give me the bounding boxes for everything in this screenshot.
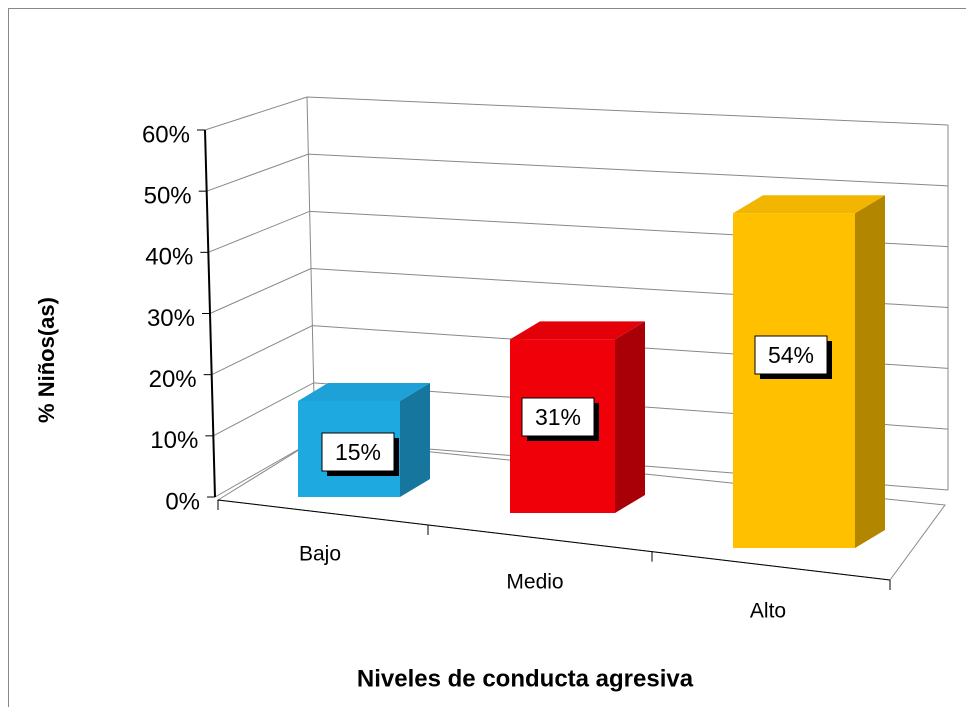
- y-tick-label: 50%: [144, 183, 192, 210]
- y-tick-label: 0%: [165, 488, 200, 515]
- x-axis-title: Niveles de conducta agresiva: [357, 665, 694, 692]
- bar-side: [615, 321, 645, 513]
- y-tick-label: 40%: [145, 244, 193, 271]
- data-label: 31%: [535, 404, 581, 430]
- bar-top: [733, 195, 885, 214]
- bar: [733, 213, 855, 548]
- y-tick-label: 30%: [147, 305, 195, 332]
- data-label: 15%: [335, 439, 381, 465]
- x-tick-label: Bajo: [299, 543, 341, 566]
- bar-top: [298, 383, 430, 401]
- bar-top: [510, 321, 645, 340]
- y-axis: [204, 129, 216, 498]
- y-tick-label: 60%: [142, 121, 190, 148]
- bar-side: [400, 383, 430, 497]
- x-tick-label: Alto: [750, 600, 786, 623]
- y-tick-label: 10%: [150, 427, 198, 454]
- y-axis-title: % Niños(as): [34, 297, 59, 423]
- grid-line: [206, 153, 949, 192]
- data-label: 54%: [768, 342, 814, 368]
- data-label-box: [321, 432, 395, 472]
- x-axis: [217, 499, 891, 581]
- data-label-box: [521, 397, 595, 437]
- x-tick-label: Medio: [506, 571, 563, 594]
- bar-side: [855, 195, 885, 548]
- grid-line: [204, 96, 949, 131]
- y-tick-label: 20%: [149, 366, 197, 393]
- data-label-box: [754, 335, 828, 375]
- chart-border: [8, 8, 966, 707]
